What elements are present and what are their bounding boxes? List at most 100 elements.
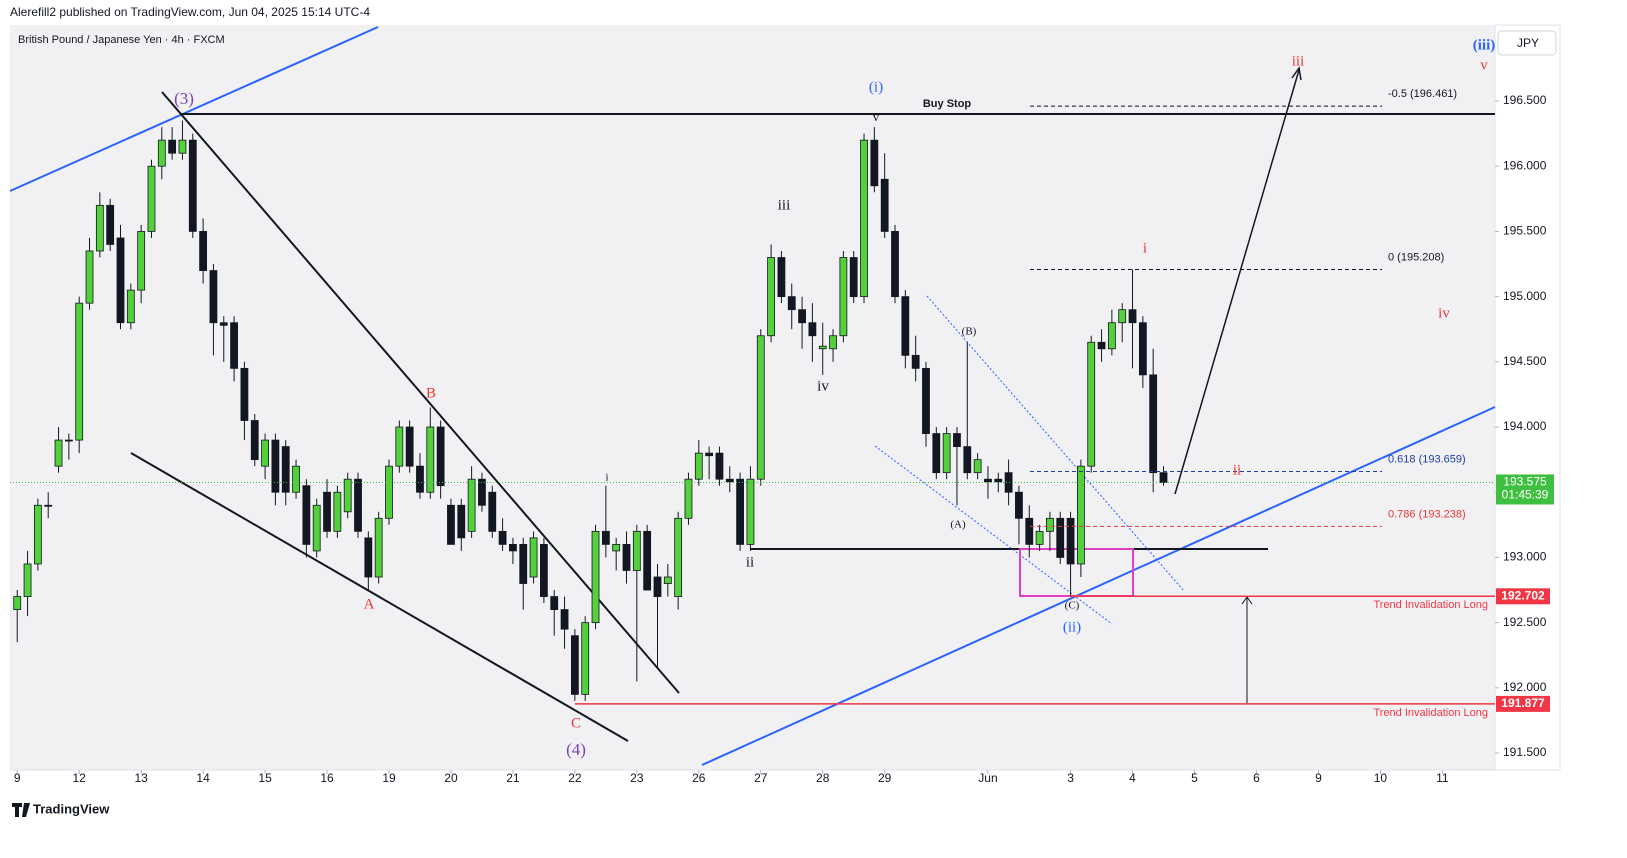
currency[interactable]: JPY (1517, 36, 1539, 50)
candle-body (829, 335, 837, 350)
candle-body (457, 504, 466, 539)
candle-body (684, 478, 693, 519)
candle-body (85, 250, 94, 304)
candle-body (818, 345, 827, 350)
candle-body (106, 204, 115, 245)
candle-body (23, 563, 32, 597)
candle-body (1087, 341, 1096, 467)
x-tick-label: 4 (1129, 771, 1136, 785)
x-tick-label: 10 (1374, 771, 1388, 785)
last-price-label: 193.575 (1503, 475, 1547, 489)
fib-label: 0.618 (193.659) (1388, 453, 1466, 465)
wave-label: B (426, 385, 436, 401)
candle-body (1107, 322, 1116, 350)
x-tick-label: 26 (692, 771, 706, 785)
candle-body (591, 530, 600, 624)
x-tick-label: 15 (258, 771, 272, 785)
candle-body (746, 478, 755, 545)
candle-body (715, 452, 724, 480)
candle-body (560, 609, 569, 630)
candle-body (385, 465, 393, 519)
candle-body (364, 537, 373, 578)
x-tick-label: 16 (320, 771, 334, 785)
candle-body (157, 139, 166, 167)
candle-body (860, 139, 868, 298)
x-tick-label: 9 (1315, 771, 1322, 785)
candle-body (963, 446, 972, 474)
x-tick-label: 20 (444, 771, 458, 785)
price-axis (1494, 24, 1561, 771)
candle-body (405, 426, 414, 467)
x-tick-label: 28 (816, 771, 830, 785)
wave-label: A (364, 596, 375, 612)
y-tick-label: 192.000 (1503, 680, 1547, 694)
candle-body (343, 478, 352, 513)
candle-body (922, 367, 930, 434)
candle-body (1066, 517, 1075, 565)
x-tick-label: 27 (754, 771, 768, 785)
candle-body (116, 237, 125, 324)
candle-body (1128, 309, 1137, 324)
candle-body (447, 504, 455, 545)
y-tick-label: 194.500 (1503, 354, 1547, 368)
candle-body (137, 231, 146, 291)
candle-body (570, 635, 579, 695)
candle-body (787, 296, 796, 311)
candle-body (767, 257, 775, 337)
candle-body (467, 478, 476, 532)
y-tick-label: 191.500 (1503, 745, 1547, 759)
candle-body (1056, 517, 1065, 558)
candle-body (539, 544, 548, 597)
candle-body (395, 426, 404, 467)
candle-body (250, 420, 259, 461)
candle-body (219, 322, 228, 326)
candle-body (519, 544, 528, 584)
candle-body (126, 289, 135, 324)
candle-body (839, 257, 848, 337)
currency-box[interactable] (1497, 30, 1557, 56)
candle-body (643, 530, 652, 591)
wave-label: (4) (566, 740, 586, 759)
level-text: Trend Invalidation Long (1373, 707, 1488, 719)
wave-label: iv (817, 378, 829, 394)
candle-body (880, 178, 889, 232)
candle-body (1149, 374, 1158, 474)
candle-body (973, 459, 982, 474)
trend-line (9, 26, 379, 192)
header: Alerefill2 published on TradingView.com,… (10, 5, 370, 19)
wave-label: (3) (174, 89, 194, 108)
candle-body (798, 309, 806, 324)
candle-body (1046, 517, 1054, 532)
candle-body (168, 139, 177, 154)
candle-body (653, 576, 662, 597)
y-tick-label: 196.000 (1503, 158, 1547, 172)
candle-body (33, 504, 42, 565)
candle-body (942, 433, 951, 474)
fib-label: -0.5 (196.461) (1388, 88, 1457, 100)
wave-label: (C) (1065, 600, 1080, 612)
candle-body (901, 296, 910, 356)
candle-body (601, 530, 610, 545)
candle-body (75, 302, 84, 441)
price-tag-label: 192.702 (1501, 588, 1545, 602)
candle-body (498, 530, 507, 545)
plot-background (10, 25, 1495, 770)
candle-body (1035, 530, 1044, 545)
buy-stop-label: Buy Stop (923, 98, 972, 110)
candle-body (416, 465, 424, 493)
wave-label: (A) (950, 519, 966, 531)
last-price-tag (1496, 474, 1554, 505)
y-tick-label: 192.500 (1503, 615, 1547, 629)
y-tick-label: 195.500 (1503, 224, 1547, 238)
candle-body (95, 204, 104, 252)
arrow-head (1291, 66, 1302, 81)
candle-body (674, 517, 683, 597)
candle-body (1076, 465, 1085, 565)
candle-body (932, 433, 941, 474)
candle-body (891, 231, 899, 298)
candle-body (261, 439, 269, 467)
candle-body (209, 270, 218, 324)
x-tick-label: 6 (1253, 771, 1260, 785)
candle-body (509, 544, 517, 552)
x-tick-label: 13 (134, 771, 148, 785)
